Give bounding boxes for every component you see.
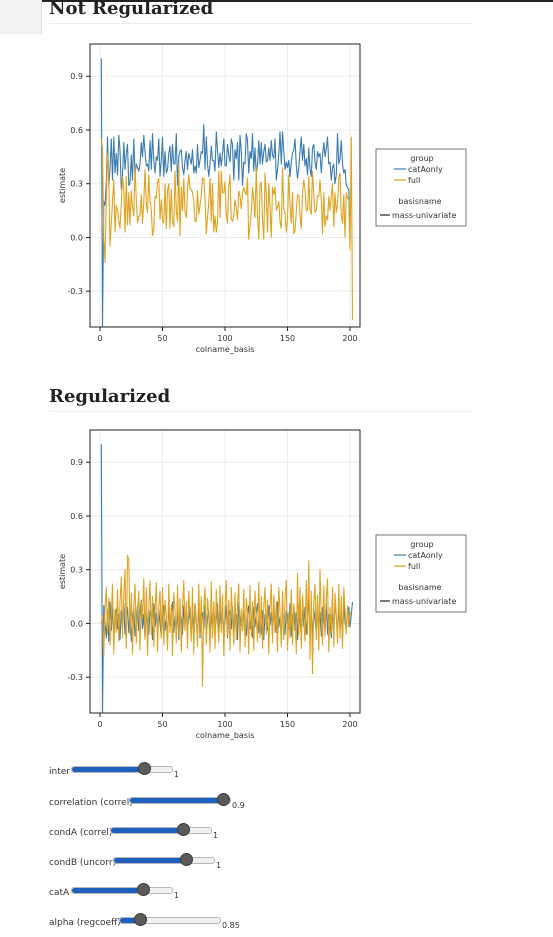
legend-label-catAonly: catAonly (408, 165, 443, 174)
y-tick-label: 0.3 (70, 180, 83, 189)
slider-fill (111, 828, 183, 833)
chart-not-regularized: 0 50 100 150 200 0.9 0.6 0.3 0.0 -0.3 colname_basi… (58, 43, 467, 354)
slider-handle[interactable] (134, 913, 147, 926)
x-tick-label: 200 (342, 720, 357, 729)
y-tick-label: 0.0 (70, 619, 83, 628)
legend-label-catAonly: catAonly (408, 551, 443, 560)
slider-track[interactable] (71, 883, 173, 896)
legend-label-full: full (408, 562, 420, 571)
slider-track[interactable] (129, 793, 231, 806)
series-line-catAonly (100, 58, 351, 328)
top-border (0, 0, 553, 2)
slider-row: catA 1 (49, 883, 469, 904)
slider-value: 1 (174, 770, 180, 779)
legend-label-basis: mass-univariate (392, 211, 456, 220)
slider-row: condA (correl) 1 (49, 823, 469, 844)
slider-track[interactable] (110, 823, 212, 836)
y-axis-label: estimate (58, 168, 67, 203)
section-heading-regularized: Regularized (49, 386, 171, 407)
y-tick-label: -0.3 (67, 287, 83, 296)
series-line-full (100, 136, 354, 320)
x-tick-label: 0 (97, 334, 102, 343)
x-tick-label: 150 (280, 334, 295, 343)
section-divider (49, 23, 473, 24)
slider-fill (120, 918, 140, 923)
slider-row: correlation (correl) 0.9 (49, 793, 469, 814)
slider-label: correlation (correl) (49, 798, 133, 808)
legend-box (375, 534, 467, 613)
chart-regularized: 0 50 100 150 200 0.9 0.6 0.3 0.0 -0.3 colname_basi… (58, 429, 467, 740)
slider-label: inter (49, 767, 70, 777)
x-tick-label: 50 (157, 334, 167, 343)
legend-title-basisname: basisname (398, 583, 441, 592)
legend-label-basis: mass-univariate (392, 597, 456, 606)
slider-row: condB (uncorr) 1 (49, 853, 469, 874)
x-tick-label: 50 (157, 720, 167, 729)
legend-label-full: full (408, 176, 420, 185)
x-tick-label: 200 (342, 334, 357, 343)
legend-box (375, 148, 467, 227)
legend-title-group: group (410, 540, 433, 549)
x-axis-label: colname_basis (196, 731, 255, 740)
legend-title-basisname: basisname (398, 197, 441, 206)
slider-fill (130, 798, 223, 803)
y-tick-label: 0.6 (70, 512, 83, 521)
x-tick-label: 100 (217, 720, 232, 729)
slider-label: catA (49, 888, 70, 898)
slider-handle[interactable] (137, 883, 150, 896)
series-line-full (100, 554, 352, 687)
slider-value: 1 (216, 861, 222, 870)
slider-label: condA (correl) (49, 828, 113, 838)
x-tick-label: 100 (217, 334, 232, 343)
slider-handle[interactable] (177, 823, 190, 836)
y-tick-label: 0.9 (70, 72, 83, 81)
slider-row: inter 1 (49, 762, 469, 783)
y-tick-label: 0.0 (70, 233, 83, 242)
slider-fill (72, 767, 144, 772)
y-tick-label: 0.3 (70, 566, 83, 575)
legend-title-group: group (410, 154, 433, 163)
slider-track[interactable] (119, 913, 221, 926)
slider-label: alpha (regcoeff) (49, 918, 121, 928)
section-divider (49, 411, 473, 412)
slider-label: condB (uncorr) (49, 858, 117, 868)
slider-track[interactable] (71, 762, 173, 775)
slider-value: 1 (213, 831, 219, 840)
slider-row: alpha (regcoeff) 0.85 (49, 913, 469, 934)
y-axis-label: estimate (58, 554, 67, 589)
section-heading-not-regularized: Not Regularized (49, 0, 214, 19)
slider-handle[interactable] (180, 853, 193, 866)
x-axis-label: colname_basis (196, 345, 255, 354)
x-tick-label: 150 (280, 720, 295, 729)
slider-value: 1 (174, 891, 180, 900)
y-tick-label: 0.9 (70, 458, 83, 467)
y-tick-label: -0.3 (67, 673, 83, 682)
slider-handle[interactable] (217, 793, 230, 806)
slider-handle[interactable] (138, 762, 151, 775)
x-tick-label: 0 (97, 720, 102, 729)
slider-value: 0.85 (222, 921, 240, 930)
slider-fill (114, 858, 186, 863)
left-panel (0, 0, 42, 34)
y-tick-label: 0.6 (70, 126, 83, 135)
slider-fill (72, 888, 143, 893)
slider-track[interactable] (113, 853, 215, 866)
slider-value: 0.9 (232, 801, 245, 810)
